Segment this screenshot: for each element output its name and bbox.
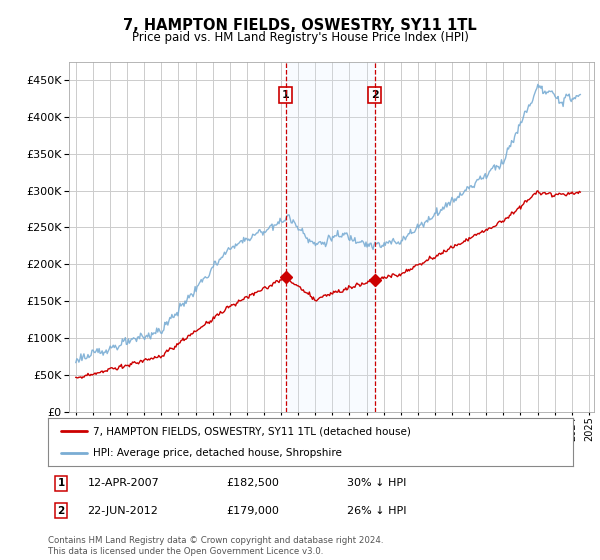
Text: 7, HAMPTON FIELDS, OSWESTRY, SY11 1TL (detached house): 7, HAMPTON FIELDS, OSWESTRY, SY11 1TL (d… [92, 426, 410, 436]
Text: 30% ↓ HPI: 30% ↓ HPI [347, 478, 407, 488]
Text: 12-APR-2007: 12-APR-2007 [88, 478, 159, 488]
Text: HPI: Average price, detached house, Shropshire: HPI: Average price, detached house, Shro… [92, 448, 341, 458]
Bar [286, 62, 374, 412]
Text: 1: 1 [58, 478, 65, 488]
Text: 7, HAMPTON FIELDS, OSWESTRY, SY11 1TL: 7, HAMPTON FIELDS, OSWESTRY, SY11 1TL [123, 18, 477, 33]
Text: 1: 1 [282, 90, 290, 100]
Text: 22-JUN-2012: 22-JUN-2012 [88, 506, 158, 516]
Text: £182,500: £182,500 [227, 478, 280, 488]
Text: 2: 2 [58, 506, 65, 516]
Text: 26% ↓ HPI: 26% ↓ HPI [347, 506, 407, 516]
Text: £179,000: £179,000 [227, 506, 280, 516]
Text: 2: 2 [371, 90, 379, 100]
Text: Contains HM Land Registry data © Crown copyright and database right 2024.
This d: Contains HM Land Registry data © Crown c… [48, 536, 383, 556]
Text: Price paid vs. HM Land Registry's House Price Index (HPI): Price paid vs. HM Land Registry's House … [131, 31, 469, 44]
